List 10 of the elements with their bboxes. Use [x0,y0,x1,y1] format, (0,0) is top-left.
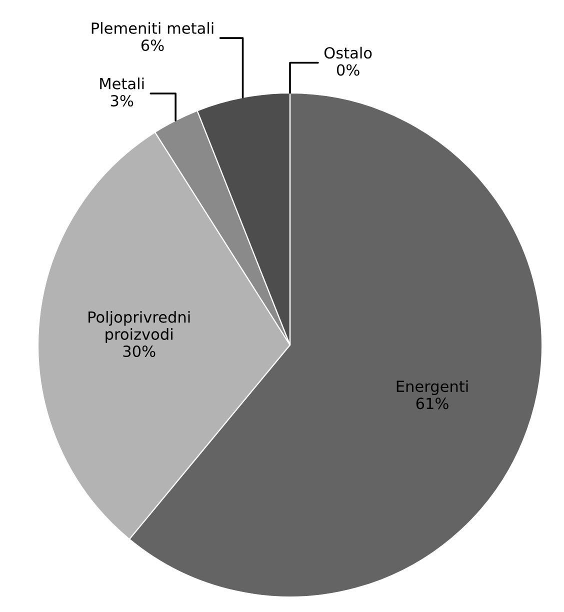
data-label: 3% [110,94,134,107]
slice-label: Plemeniti metali [92,22,214,34]
category-label: Ostalo [324,46,372,59]
data-label: 6% [141,39,164,52]
slice-label: Energenti [396,380,468,396]
data-label: 61% [416,398,448,410]
text: 0% [336,64,360,76]
data-label: 30% [123,345,156,358]
slice-label: Metali [100,78,144,90]
slice-label: Poljoprivredni proizvodi [88,311,190,343]
